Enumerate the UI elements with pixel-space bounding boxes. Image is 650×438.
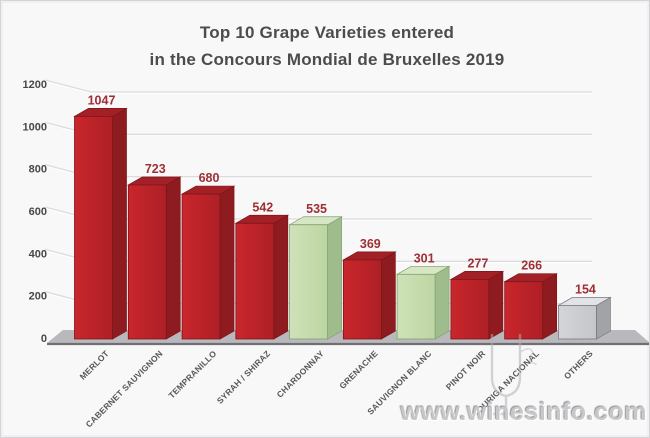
bar-side-face — [165, 176, 181, 340]
y-axis-tick-200: 200 — [29, 291, 47, 303]
gridline-800 — [44, 164, 592, 178]
bar-front-face — [342, 259, 382, 340]
bar-front-face — [396, 273, 436, 340]
bar-others: 154 OTHERS — [557, 282, 612, 381]
x-axis-label-tempranillo: TEMPRANILLO — [166, 348, 218, 400]
bar-side-face — [327, 216, 342, 340]
bar-side-face — [434, 265, 450, 340]
bar-value-label: 301 — [414, 251, 435, 265]
y-axis-tick-1200: 1200 — [23, 79, 47, 91]
bar-side-face — [488, 270, 504, 340]
bar-value-label: 154 — [575, 282, 596, 296]
x-axis-label-syrah-shiraz: SYRAH / SHIRAZ — [215, 348, 272, 405]
bar-side-face — [112, 107, 127, 340]
bar-value-label: 723 — [145, 162, 166, 176]
bar-front-face — [127, 184, 167, 340]
bar-grenache: 369 GRENACHE — [337, 237, 397, 391]
bar-front-face — [558, 305, 597, 340]
gridline-highlight-1200 — [44, 80, 592, 94]
wine-glass-logo — [487, 334, 537, 416]
chart-title-line1: Top 10 Grape Varieties entered — [199, 23, 455, 42]
chart-title-line2: in the Concours Mondial de Bruxelles 201… — [149, 50, 505, 69]
bar-value-label: 542 — [252, 200, 273, 214]
bar-front-face — [289, 224, 328, 340]
x-axis-label-others: OTHERS — [562, 348, 595, 381]
bar-value-label: 535 — [306, 202, 327, 216]
watermark-url: www.winesinfo.com — [400, 398, 647, 426]
bar-side-face — [381, 251, 396, 340]
y-axis-tick-800: 800 — [29, 164, 47, 176]
gridline-1200 — [44, 79, 592, 93]
bar-value-label: 266 — [521, 259, 542, 273]
bar-value-label: 369 — [360, 237, 381, 251]
y-axis-tick-600: 600 — [29, 206, 47, 218]
bar-front-face — [504, 281, 544, 340]
bar-front-face — [235, 222, 275, 340]
bar-front-face — [74, 115, 113, 340]
y-axis-tick-1000: 1000 — [23, 121, 47, 133]
chart-title: Top 10 Grape Varieties entered in the Co… — [17, 19, 637, 73]
bar-side-face — [273, 214, 289, 340]
x-axis-label-merlot: MERLOT — [78, 348, 112, 382]
bar-front-face — [450, 278, 490, 340]
bar-value-label: 277 — [467, 256, 488, 270]
bar-value-label: 1047 — [88, 93, 116, 107]
bar-value-label: 680 — [199, 171, 220, 185]
y-axis-tick-0: 0 — [41, 333, 47, 345]
x-axis-label-grenache: GRENACHE — [337, 348, 380, 391]
gridline-1000 — [44, 121, 592, 135]
bar-side-face — [542, 273, 558, 340]
y-axis-tick-400: 400 — [29, 248, 47, 260]
bar-front-face — [181, 193, 221, 340]
x-axis-label-chardonnay: CHARDONNAY — [275, 348, 326, 399]
bar-side-face — [219, 185, 235, 340]
